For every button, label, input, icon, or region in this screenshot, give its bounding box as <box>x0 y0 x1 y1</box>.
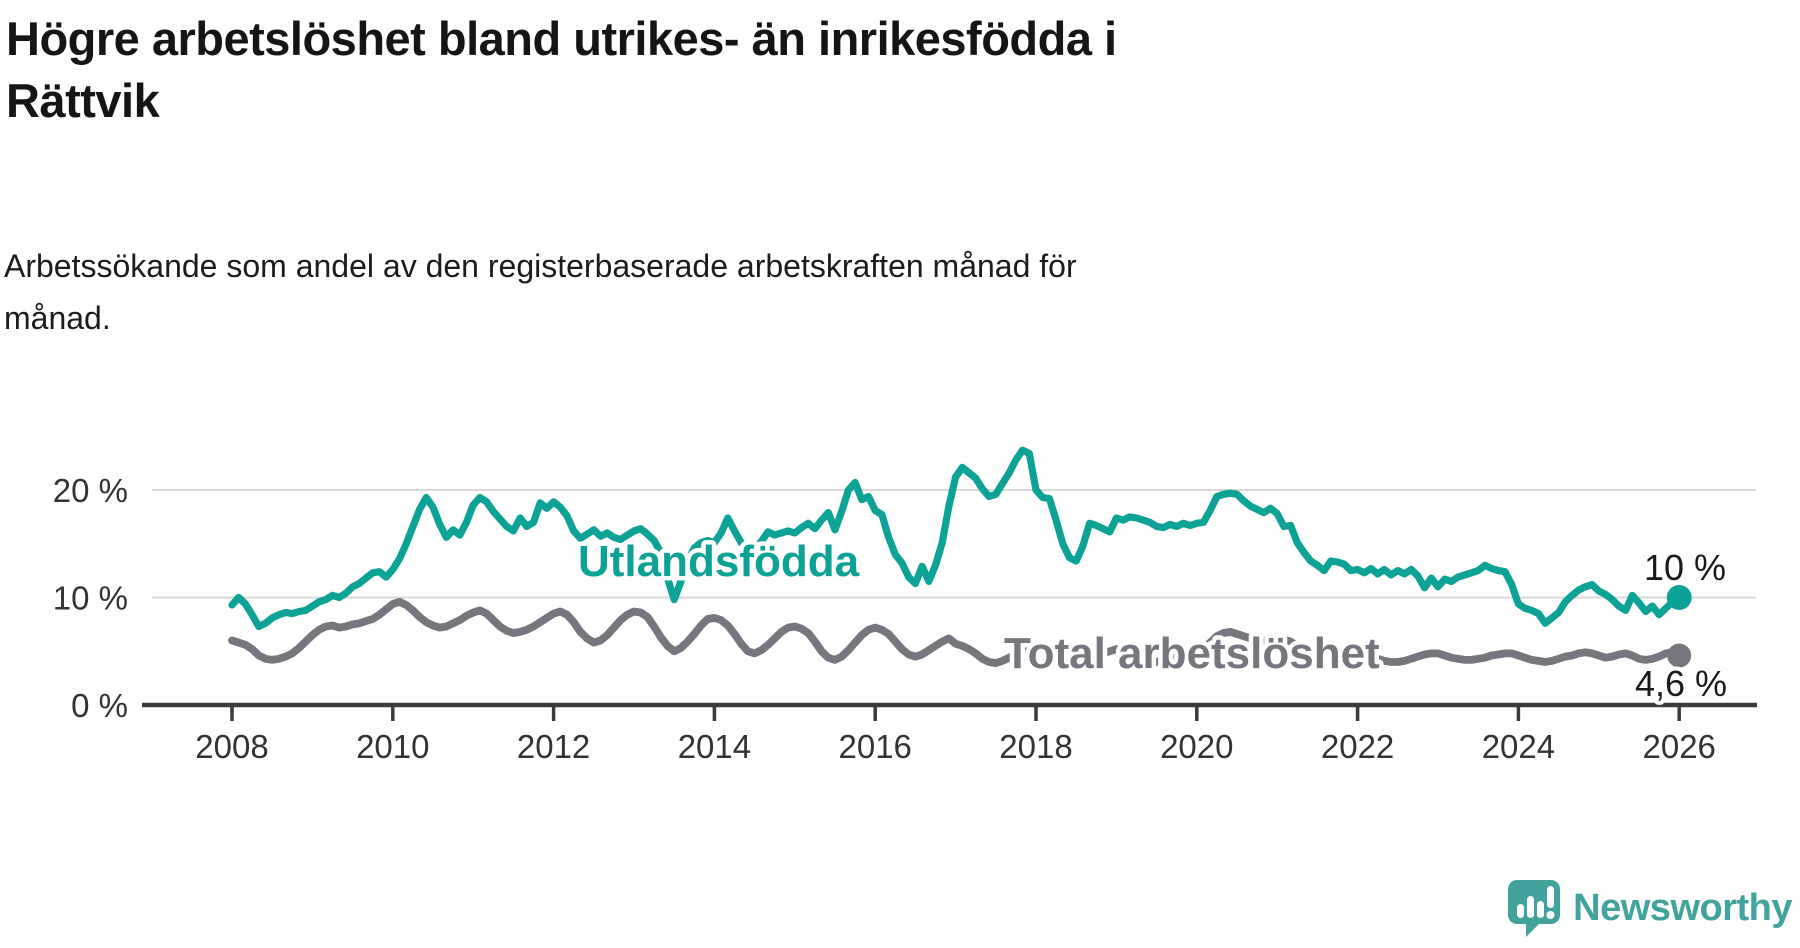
x-tick-label-2022: 2022 <box>1321 728 1394 765</box>
y-tick-label-10: 10 % <box>53 580 128 617</box>
y-tick-label-0: 0 % <box>71 687 128 724</box>
series-line-total <box>228 597 1684 667</box>
series-end-dot-total <box>1667 643 1692 668</box>
newsworthy-logo: Newsworthy <box>1507 878 1792 938</box>
series-label-utlandsfodda: Utlandsfödda <box>578 537 860 586</box>
series-end-dot-utlandsfodda <box>1666 585 1692 610</box>
x-tick-label-2008: 2008 <box>195 728 268 765</box>
end-value-label-total: 4,6 % <box>1635 663 1727 704</box>
x-tick-label-2018: 2018 <box>999 728 1072 765</box>
x-tick-label-2024: 2024 <box>1482 728 1555 765</box>
newsworthy-logo-text: Newsworthy <box>1573 886 1792 929</box>
series-label-total: Total arbetslöshet <box>1004 629 1380 678</box>
series-line-utlandsfodda <box>228 446 1683 631</box>
page-title: Högre arbetslöshet bland utrikes- än inr… <box>6 12 1117 127</box>
x-tick-label-2012: 2012 <box>517 728 590 765</box>
y-tick-label-20: 20 % <box>53 472 128 509</box>
x-tick-label-2020: 2020 <box>1160 728 1233 765</box>
end-value-label-utlandsfodda: 10 % <box>1644 547 1726 588</box>
page-subtitle: Arbetssökande som andel av den registerb… <box>4 248 1077 336</box>
x-tick-label-2016: 2016 <box>838 728 911 765</box>
x-tick-label-2026: 2026 <box>1642 728 1715 765</box>
x-tick-label-2010: 2010 <box>356 728 429 765</box>
x-tick-label-2014: 2014 <box>678 728 751 765</box>
newsworthy-logo-icon <box>1508 880 1561 937</box>
